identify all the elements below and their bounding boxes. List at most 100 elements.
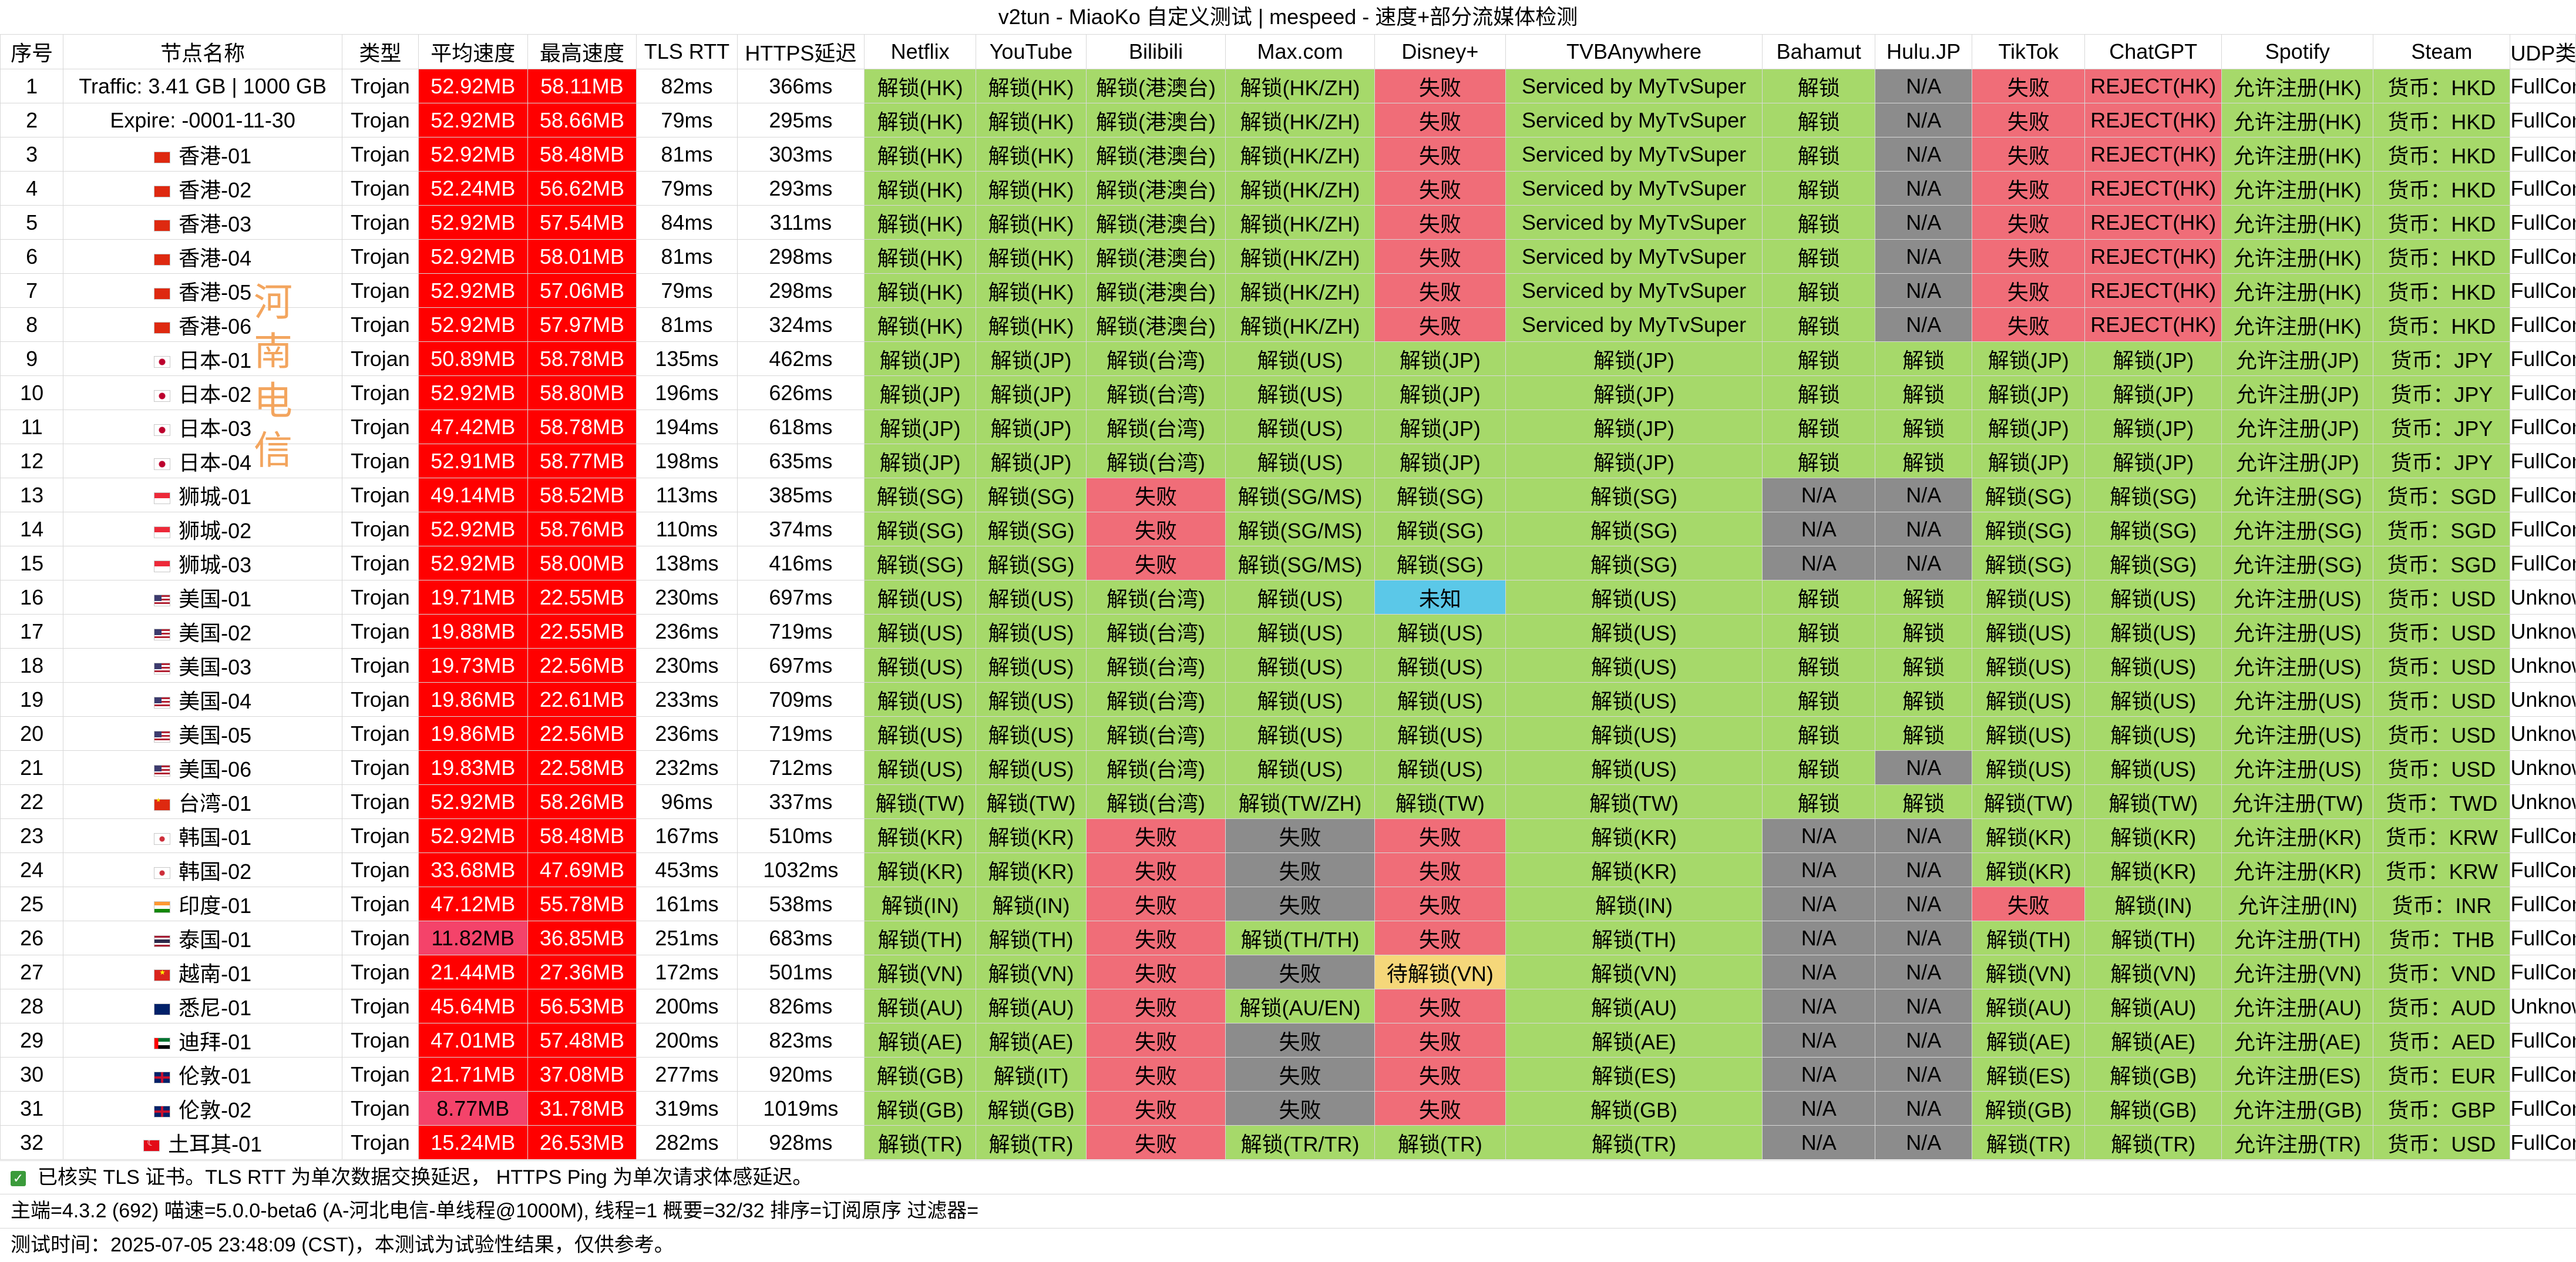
cell-steam: 货币：EUR bbox=[2373, 1057, 2511, 1092]
cell-netflix: 解锁(TW) bbox=[864, 784, 977, 819]
table-row[interactable]: 23 韩国-01 Trojan 52.92MB 58.48MB 167ms 510ms 解锁(… bbox=[0, 818, 2576, 853]
cell-udp: FullCone bbox=[2510, 205, 2576, 240]
table-row[interactable]: 24 韩国-02 Trojan 33.68MB 47.69MB 453ms 1032ms 解锁… bbox=[0, 852, 2576, 887]
cell-disney: 失败 bbox=[1374, 921, 1506, 955]
table-row[interactable]: 19 美国-04 Trojan 19.86MB 22.61MB 233ms 709ms 解锁(… bbox=[0, 682, 2576, 717]
cell-hulu: 解锁 bbox=[1875, 614, 1973, 649]
table-row[interactable]: 7 香港-05 Trojan 52.92MB 57.06MB 79ms 298ms 解锁(HK… bbox=[0, 273, 2576, 308]
cell-chatgpt: 解锁(US) bbox=[2084, 716, 2222, 751]
table-row[interactable]: 3 香港-01 Trojan 52.92MB 58.48MB 81ms 303ms 解锁(HK… bbox=[0, 137, 2576, 172]
cell-rtt: 110ms bbox=[636, 512, 738, 546]
cell-rtt: 198ms bbox=[636, 444, 738, 478]
cell-avg: 8.77MB bbox=[418, 1091, 528, 1126]
cell-avg: 45.64MB bbox=[418, 989, 528, 1023]
cell-avg: 52.92MB bbox=[418, 273, 528, 308]
cell-max-com: 解锁(US) bbox=[1225, 444, 1375, 478]
column-header: TikTok bbox=[1972, 34, 2086, 69]
table-row[interactable]: 6 香港-04 Trojan 52.92MB 58.01MB 81ms 298ms 解锁(HK… bbox=[0, 239, 2576, 274]
table-row[interactable]: 32土耳其-01Trojan15.24MB26.53MB282ms928ms解锁… bbox=[0, 1125, 2576, 1160]
table-row[interactable]: 16 美国-01 Trojan 19.71MB 22.55MB 230ms 697ms 解锁(… bbox=[0, 580, 2576, 615]
table-row[interactable]: 15 狮城-03 Trojan 52.92MB 58.00MB 138ms 416ms 解锁(… bbox=[0, 546, 2576, 580]
cell-disney: 解锁(TW) bbox=[1374, 784, 1506, 819]
cell-max: 58.77MB bbox=[527, 444, 637, 478]
cell-max: 26.53MB bbox=[527, 1125, 637, 1160]
table-row[interactable]: 26 泰国-01 Trojan 11.82MB 36.85MB 251ms 683ms 解锁(… bbox=[0, 921, 2576, 955]
cell-chatgpt: REJECT(HK) bbox=[2084, 205, 2222, 240]
cell-tiktok: 失败 bbox=[1972, 137, 2086, 172]
cell-spotify: 允许注册(KR) bbox=[2221, 852, 2374, 887]
cell-type: Trojan bbox=[341, 307, 419, 342]
cell-youtube: 解锁(TW) bbox=[976, 784, 1087, 819]
cell-steam: 货币：THB bbox=[2373, 921, 2511, 955]
cell-udp: FullCone bbox=[2510, 239, 2576, 274]
cell-chatgpt: REJECT(HK) bbox=[2084, 273, 2222, 308]
cell-chatgpt: 解锁(GB) bbox=[2084, 1091, 2222, 1126]
table-row[interactable]: 9 日本-01 Trojan 50.89MB 58.78MB 135ms 462ms 解锁(J… bbox=[0, 341, 2576, 376]
cell-max-com: 失败 bbox=[1225, 818, 1375, 853]
cell-https: 626ms bbox=[737, 375, 865, 410]
table-row[interactable]: 5 香港-03 Trojan 52.92MB 57.54MB 84ms 311ms 解锁(HK… bbox=[0, 205, 2576, 240]
flag-icon bbox=[154, 560, 171, 572]
cell-no: 5 bbox=[0, 205, 64, 240]
cell-type: Trojan bbox=[341, 1091, 419, 1126]
table-row[interactable]: 12 日本-04 Trojan 52.91MB 58.77MB 198ms 635ms 解锁(… bbox=[0, 444, 2576, 478]
table-row[interactable]: 4 香港-02 Trojan 52.24MB 56.62MB 79ms 293ms 解锁(HK… bbox=[0, 171, 2576, 206]
table-row[interactable]: 10 日本-02 Trojan 52.92MB 58.80MB 196ms 626ms 解锁(… bbox=[0, 375, 2576, 410]
cell-tiktok: 解锁(US) bbox=[1972, 614, 2086, 649]
cell-youtube: 解锁(IT) bbox=[976, 1057, 1087, 1092]
cell-tiktok: 解锁(JP) bbox=[1972, 375, 2086, 410]
table-row[interactable]: 21 美国-06 Trojan 19.83MB 22.58MB 232ms 712ms 解锁(… bbox=[0, 750, 2576, 785]
cell-udp: Unknown bbox=[2510, 716, 2576, 751]
cell-hulu: 解锁 bbox=[1875, 580, 1973, 615]
cell-disney: 解锁(US) bbox=[1374, 682, 1506, 717]
cell-rtt: 81ms bbox=[636, 137, 738, 172]
cell-name: 泰国-01 bbox=[63, 921, 342, 955]
cell-netflix: 解锁(HK) bbox=[864, 69, 977, 103]
cell-type: Trojan bbox=[341, 69, 419, 103]
cell-spotify: 允许注册(US) bbox=[2221, 750, 2374, 785]
cell-type: Trojan bbox=[341, 580, 419, 615]
table-row[interactable]: 18 美国-03 Trojan 19.73MB 22.56MB 230ms 697ms 解锁(… bbox=[0, 648, 2576, 683]
cell-youtube: 解锁(JP) bbox=[976, 375, 1087, 410]
cell-chatgpt: 解锁(JP) bbox=[2084, 444, 2222, 478]
table-row[interactable]: 11 日本-03 Trojan 47.42MB 58.78MB 194ms 618ms 解锁(… bbox=[0, 410, 2576, 444]
cell-udp: FullCone bbox=[2510, 546, 2576, 580]
cell-hulu: N/A bbox=[1875, 512, 1973, 546]
table-row[interactable]: 31 伦敦-02 Trojan 8.77MB 31.78MB 319ms 1019ms 解锁(… bbox=[0, 1091, 2576, 1126]
cell-youtube: 解锁(SG) bbox=[976, 478, 1087, 512]
cell-max: 47.69MB bbox=[527, 852, 637, 887]
cell-type: Trojan bbox=[341, 1023, 419, 1058]
flag-icon bbox=[154, 219, 171, 231]
cell-youtube: 解锁(HK) bbox=[976, 137, 1087, 172]
cell-hulu: N/A bbox=[1875, 69, 1973, 103]
cell-avg: 21.44MB bbox=[418, 955, 528, 989]
table-row[interactable]: 14 狮城-02 Trojan 52.92MB 58.76MB 110ms 374ms 解锁(… bbox=[0, 512, 2576, 546]
cell-bilibili: 解锁(台湾) bbox=[1085, 410, 1226, 444]
table-row[interactable]: 20 美国-05 Trojan 19.86MB 22.56MB 236ms 719ms 解锁(… bbox=[0, 716, 2576, 751]
table-row[interactable]: 27越南-01Trojan21.44MB27.36MB172ms501ms解锁(… bbox=[0, 955, 2576, 989]
cell-steam: 货币：SGD bbox=[2373, 478, 2511, 512]
cell-tvb: 解锁(AU) bbox=[1505, 989, 1763, 1023]
table-row[interactable]: 1 Traffic: 3.41 GB | 1000 GB Trojan 52.92MB… bbox=[0, 69, 2576, 103]
cell-rtt: 200ms bbox=[636, 989, 738, 1023]
cell-netflix: 解锁(AE) bbox=[864, 1023, 977, 1058]
table-row[interactable]: 2 Expire: -0001-11-30 Trojan 52.92MB 58.66MB… bbox=[0, 103, 2576, 137]
table-row[interactable]: 22台湾-01Trojan52.92MB58.26MB96ms337ms解锁(T… bbox=[0, 784, 2576, 819]
column-header: Max.com bbox=[1225, 34, 1375, 69]
table-row[interactable]: 13 狮城-01 Trojan 49.14MB 58.52MB 113ms 385ms 解锁(… bbox=[0, 478, 2576, 512]
cell-bilibili: 失败 bbox=[1085, 955, 1226, 989]
table-row[interactable]: 28 悉尼-01 Trojan 45.64MB 56.53MB 200ms 826ms 解锁(… bbox=[0, 989, 2576, 1023]
table-row[interactable]: 17 美国-02 Trojan 19.88MB 22.55MB 236ms 719ms 解锁(… bbox=[0, 614, 2576, 649]
table-row[interactable]: 25 印度-01 Trojan 47.12MB 55.78MB 161ms 538ms 解锁(… bbox=[0, 887, 2576, 921]
cell-youtube: 解锁(GB) bbox=[976, 1091, 1087, 1126]
table-row[interactable]: 30 伦敦-01 Trojan 21.71MB 37.08MB 277ms 920ms 解锁(… bbox=[0, 1057, 2576, 1092]
node-name: 香港-05 bbox=[179, 280, 252, 304]
cell-hulu: N/A bbox=[1875, 546, 1973, 580]
table-row[interactable]: 8 香港-06 Trojan 52.92MB 57.97MB 81ms 324ms 解锁(HK… bbox=[0, 307, 2576, 342]
cell-bilibili: 解锁(港澳台) bbox=[1085, 273, 1226, 308]
cell-type: Trojan bbox=[341, 137, 419, 172]
cell-tiktok: 解锁(SG) bbox=[1972, 512, 2086, 546]
cell-name: 迪拜-01 bbox=[63, 1023, 342, 1058]
table-row[interactable]: 29 迪拜-01 Trojan 47.01MB 57.48MB 200ms 823ms 解锁(… bbox=[0, 1023, 2576, 1058]
footer-test-info: 主端=4.3.2 (692) 喵速=5.0.0-beta6 (A-河北电信-单线… bbox=[0, 1194, 2576, 1227]
